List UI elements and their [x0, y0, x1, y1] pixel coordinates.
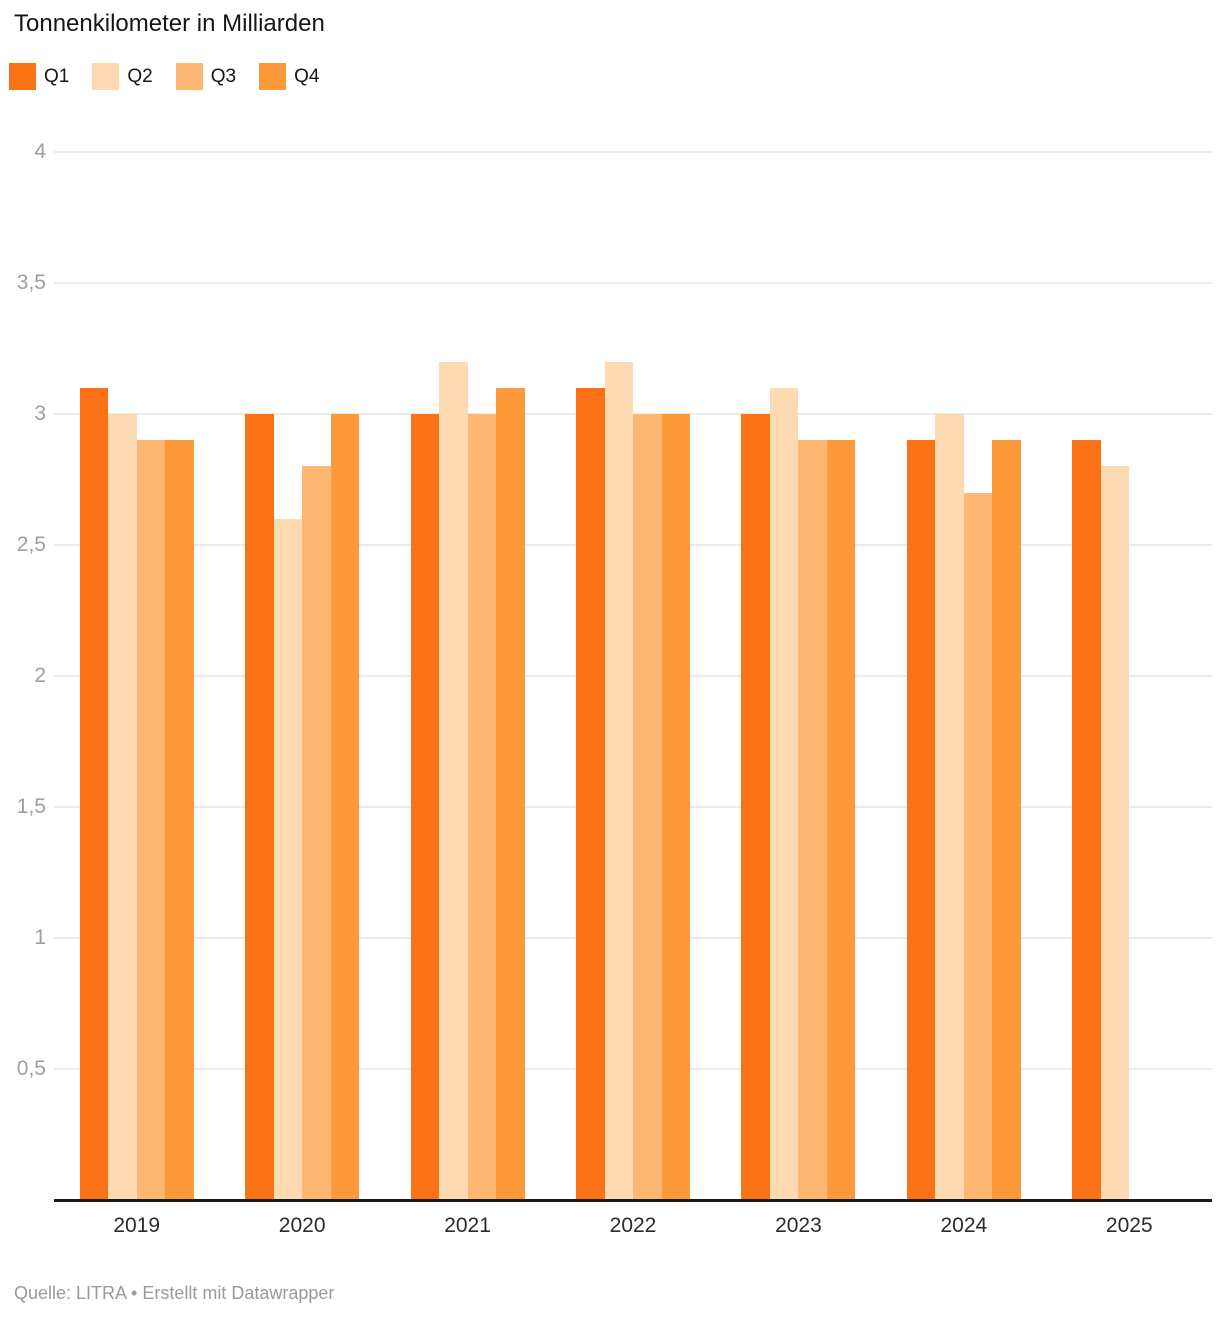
x-axis-label-2022: 2022 — [609, 1214, 657, 1237]
bar-2019-q3 — [136, 440, 166, 1200]
chart-title: Tonnenkilometer in Milliarden — [14, 10, 325, 37]
y-tick-label: 2,5 — [16, 533, 46, 556]
legend-item-q4: Q4 — [259, 63, 319, 90]
bar-2023-q1 — [741, 414, 770, 1200]
y-tick-label: 1,5 — [16, 795, 46, 818]
y-tick-label: 1 — [34, 926, 46, 949]
bar-2024-q3 — [963, 492, 993, 1200]
bar-2019-q4 — [165, 440, 194, 1200]
x-axis-label-2024: 2024 — [940, 1214, 988, 1237]
legend-item-q2: Q2 — [92, 63, 153, 90]
legend-swatch-q3 — [175, 63, 203, 90]
bar-2022-q3 — [633, 414, 662, 1200]
legend-label-q4: Q4 — [294, 65, 320, 87]
y-tick-label: 2 — [34, 664, 46, 687]
bar-2022-q4 — [661, 414, 690, 1200]
bar-2025-q2 — [1100, 466, 1130, 1200]
bar-2023-q3 — [798, 440, 827, 1200]
legend-label-q3: Q3 — [210, 65, 237, 87]
bar-2020-q3 — [302, 466, 331, 1200]
x-axis-label-2020: 2020 — [278, 1214, 326, 1237]
bar-2022-q1 — [576, 387, 605, 1200]
legend-swatch-q4 — [259, 63, 287, 90]
bar-2019-q2 — [108, 414, 137, 1200]
legend-swatch-q2 — [92, 63, 120, 90]
bar-2021-q3 — [467, 414, 497, 1200]
bar-2024-q2 — [935, 414, 964, 1200]
y-tick-label: 0,5 — [16, 1057, 46, 1080]
bar-2025-q1 — [1072, 440, 1101, 1200]
legend-label-q2: Q2 — [127, 65, 153, 87]
bar-2021-q4 — [496, 387, 525, 1200]
bar-2021-q1 — [410, 414, 440, 1200]
bar-2023-q2 — [769, 387, 799, 1200]
source-note: Quelle: LITRA • Erstellt mit Datawrapper — [14, 1283, 335, 1303]
x-axis-label-2019: 2019 — [113, 1214, 161, 1237]
bar-2022-q2 — [604, 361, 633, 1200]
legend: Q1 Q2 Q3 Q4 — [9, 63, 319, 90]
y-tick-label: 3,5 — [16, 271, 46, 294]
bar-2020-q4 — [330, 414, 360, 1200]
bar-2019-q1 — [79, 387, 109, 1200]
y-tick-label: 4 — [34, 140, 46, 163]
x-axis-label-2025: 2025 — [1105, 1214, 1153, 1237]
x-axis-line — [54, 1199, 1212, 1202]
legend-item-q3: Q3 — [175, 63, 237, 90]
gridline-4 — [54, 151, 1212, 153]
bar-2021-q2 — [439, 361, 468, 1200]
legend-swatch-q1 — [9, 63, 36, 90]
bar-2020-q1 — [245, 414, 274, 1200]
x-axis-label-2021: 2021 — [444, 1214, 491, 1237]
bar-2024-q1 — [906, 440, 936, 1200]
bar-2024-q4 — [992, 440, 1021, 1200]
y-tick-label: 3 — [34, 402, 46, 425]
bar-2020-q2 — [273, 518, 303, 1200]
legend-label-q1: Q1 — [44, 65, 70, 87]
x-axis-label-2023: 2023 — [775, 1214, 822, 1237]
legend-item-q1: Q1 — [9, 63, 69, 90]
bar-2023-q4 — [826, 440, 856, 1200]
gridline-3,5 — [54, 282, 1212, 284]
